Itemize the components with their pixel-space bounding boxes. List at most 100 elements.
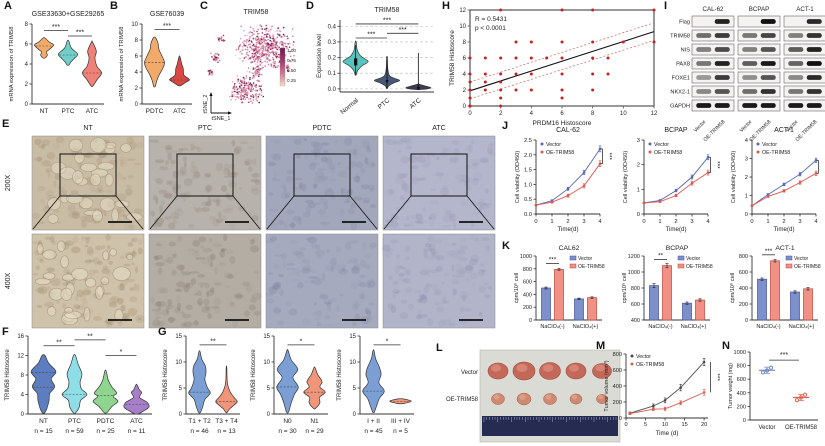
svg-text:0.2: 0.2 <box>328 56 337 62</box>
svg-text:PRDM16 Histoscore: PRDM16 Histoscore <box>533 120 592 127</box>
svg-text:ATC: ATC <box>173 108 186 115</box>
svg-text:***: *** <box>714 373 721 381</box>
svg-text:N0: N0 <box>283 418 292 425</box>
panel-F-chart: TRIM58 Histoscore 0 4 8 12 16 NT n = 15 PTC n = 5… <box>5 333 152 435</box>
svg-text:Cell viability (OD450): Cell viability (OD450) <box>731 151 737 204</box>
panel-H: H 0 2 4 6 8 10 12 0 2 4 6 8 10 12 PRDM16 Histoscore TRI… <box>442 0 664 130</box>
panel-K-label: K <box>502 240 510 252</box>
panel-L-label: L <box>436 342 443 354</box>
svg-text:6: 6 <box>25 42 29 48</box>
svg-text:p < 0.0001: p < 0.0001 <box>475 25 506 32</box>
svg-text:3: 3 <box>690 219 693 225</box>
svg-text:4: 4 <box>463 72 467 78</box>
svg-text:5: 5 <box>179 386 183 392</box>
svg-text:***: *** <box>76 30 84 37</box>
ihc-image-400X-PDTC <box>265 233 379 329</box>
violin-I + II <box>362 349 385 414</box>
svg-text:Vector: Vector <box>461 370 478 376</box>
svg-text:n = 11: n = 11 <box>128 428 146 435</box>
svg-text:6: 6 <box>135 54 139 60</box>
panel-B-chart: GSE76039 mRNA expression of TRIM58 0 2 4 6 8 10… <box>119 11 192 115</box>
svg-text:PDTC: PDTC <box>146 108 164 115</box>
svg-text:800: 800 <box>523 267 532 273</box>
svg-text:ATC: ATC <box>86 108 99 115</box>
svg-text:6: 6 <box>560 111 564 117</box>
svg-text:600: 600 <box>613 368 622 374</box>
svg-text:2: 2 <box>135 86 139 92</box>
svg-text:1: 1 <box>766 219 769 225</box>
svg-text:Vector: Vector <box>578 256 593 262</box>
ihc-image-200X-PTC <box>148 135 262 231</box>
violin-NT <box>30 354 57 414</box>
svg-text:1000: 1000 <box>520 254 532 260</box>
svg-text:200X: 200X <box>5 175 12 192</box>
svg-text:NKX2-1: NKX2-1 <box>670 90 690 96</box>
panel-M-chart: 0 200 400 600 800 0 5 10 15 20 Time (d) Tumor volum… <box>604 352 721 437</box>
svg-text:NaClO₄(-): NaClO₄(-) <box>648 324 672 330</box>
svg-text:10: 10 <box>459 24 466 30</box>
svg-text:0: 0 <box>750 219 753 225</box>
svg-text:2: 2 <box>637 163 640 169</box>
svg-text:800: 800 <box>613 352 622 358</box>
svg-text:0: 0 <box>534 219 537 225</box>
panel-H-label: H <box>442 0 450 12</box>
panel-E: E NT PTC PDTC ATC 200X 400X <box>2 119 500 332</box>
svg-text:4: 4 <box>598 219 602 225</box>
svg-text:15: 15 <box>681 422 687 428</box>
svg-text:PTC: PTC <box>198 125 212 132</box>
svg-text:n = 13: n = 13 <box>217 428 236 435</box>
svg-text:2: 2 <box>463 88 467 94</box>
svg-text:8: 8 <box>591 111 595 117</box>
svg-text:TRIM58 Histoscore: TRIM58 Histoscore <box>337 349 343 401</box>
svg-text:Vector: Vector <box>686 256 701 262</box>
svg-text:2: 2 <box>25 82 29 88</box>
svg-text:600: 600 <box>631 302 640 308</box>
svg-text:0: 0 <box>21 412 25 418</box>
svg-text:0.0: 0.0 <box>524 212 532 218</box>
panel-L: L Vector OE-TRIM58 <box>436 342 622 444</box>
svg-text:Time (d): Time (d) <box>656 430 679 437</box>
svg-text:1.00: 1.00 <box>287 48 296 53</box>
tsne-cloud <box>207 24 295 104</box>
svg-text:TRIM58: TRIM58 <box>670 34 690 40</box>
svg-text:n = 59: n = 59 <box>65 428 84 435</box>
svg-text:**: ** <box>56 339 62 346</box>
svg-text:0: 0 <box>743 418 746 424</box>
violin-PTC <box>374 55 400 89</box>
svg-text:4: 4 <box>21 393 25 399</box>
svg-text:0: 0 <box>745 318 748 324</box>
svg-text:BCPAP: BCPAP <box>749 6 770 13</box>
svg-text:800: 800 <box>737 364 746 370</box>
svg-text:200: 200 <box>737 404 746 410</box>
svg-text:600: 600 <box>737 377 746 383</box>
svg-text:4: 4 <box>706 219 710 225</box>
panel-G-charts: TRIM58 Histoscore 0 5 10 15 T1 + T2 n = 46 T3 +… <box>163 334 414 435</box>
svg-text:tSNE_1: tSNE_1 <box>212 116 231 122</box>
svg-text:2: 2 <box>782 219 785 225</box>
panel-A: A GSE33630+GSE29265 mRNA expression of TR… <box>4 1 108 124</box>
svg-text:800: 800 <box>631 286 640 292</box>
panel-F: F TRIM58 Histoscore 0 4 8 12 16 NT n = 15 PTC n =… <box>2 327 156 446</box>
svg-text:n = 45: n = 45 <box>364 428 383 435</box>
svg-text:OE-TRIM58: OE-TRIM58 <box>578 264 605 270</box>
svg-text:400: 400 <box>737 391 746 397</box>
svg-text:4: 4 <box>814 219 818 225</box>
svg-text:Tumor weight (mg): Tumor weight (mg) <box>728 363 734 409</box>
violin-ATC <box>123 383 150 415</box>
svg-text:BCPAP: BCPAP <box>664 127 688 134</box>
panel-E-ihc: NT PTC PDTC ATC 200X 400X <box>5 125 496 329</box>
svg-text:T1 + T2: T1 + T2 <box>188 418 211 425</box>
svg-text:*: * <box>300 338 303 345</box>
svg-text:NT: NT <box>40 108 49 115</box>
panel-N: N 0 200 400 600 800 1000 Tumor weight (mg) Vect… <box>722 341 824 444</box>
svg-text:TRIM58 Histoscore: TRIM58 Histoscore <box>251 349 257 401</box>
svg-text:0: 0 <box>25 102 29 108</box>
svg-text:tSNE_2: tSNE_2 <box>203 95 209 114</box>
svg-text:PTC: PTC <box>68 418 81 425</box>
violin-III + IV <box>389 398 412 405</box>
svg-text:0: 0 <box>624 422 627 428</box>
svg-text:0.50: 0.50 <box>287 68 296 73</box>
svg-text:0.3: 0.3 <box>328 40 337 46</box>
panel-G-label: G <box>158 326 167 338</box>
